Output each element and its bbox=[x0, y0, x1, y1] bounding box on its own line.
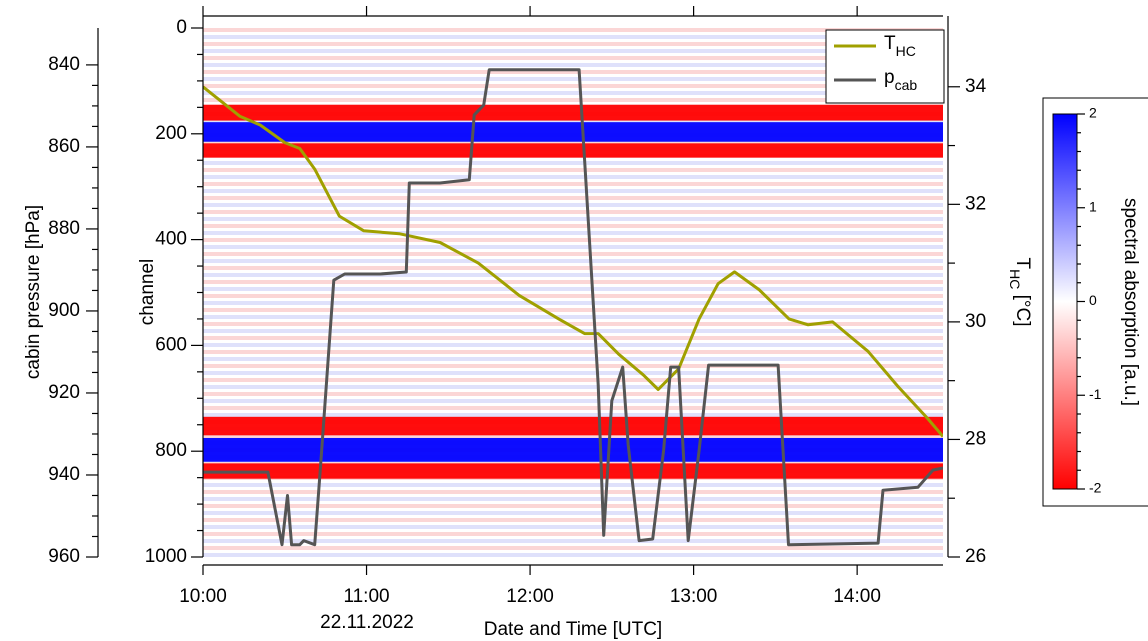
y2-tick-label: 32 bbox=[965, 193, 986, 214]
x-tick-label: 12:00 bbox=[506, 586, 554, 607]
y2-tick-label: 34 bbox=[965, 76, 987, 97]
colorbar-label: spectral absorption [a.u.] bbox=[1120, 198, 1141, 406]
y-tick-label: 840 bbox=[48, 54, 80, 75]
x-axis-label: Date and Time [UTC] bbox=[484, 619, 662, 640]
channel-tick-label: 1000 bbox=[145, 546, 187, 567]
colorbar-tick-label: -1 bbox=[1089, 386, 1102, 402]
colorbar-tick-label: 1 bbox=[1089, 198, 1097, 214]
series-line bbox=[203, 68, 943, 547]
y-tick-label: 960 bbox=[48, 546, 80, 567]
y-tick-label: 860 bbox=[48, 136, 80, 157]
colorbar bbox=[1052, 113, 1078, 490]
y-axis-label: cabin pressure [hPa] bbox=[23, 205, 44, 379]
legend-name-sub: cab bbox=[895, 77, 918, 93]
x-tick-label: 11:00 bbox=[343, 586, 389, 607]
series-line bbox=[203, 85, 943, 438]
y-tick-label: 940 bbox=[48, 464, 80, 485]
heatmap-band bbox=[203, 416, 943, 436]
y-tick-label: 920 bbox=[48, 382, 80, 403]
channel-axis-label: channel bbox=[137, 259, 158, 326]
colorbar-tick-label: -2 bbox=[1089, 480, 1102, 496]
legend-name-sub: HC bbox=[896, 43, 916, 59]
channel-tick-label: 400 bbox=[155, 229, 187, 250]
legend-name: T bbox=[884, 33, 896, 54]
y2-label-sub: HC bbox=[1007, 269, 1023, 289]
legend-name: p bbox=[884, 67, 895, 88]
heatmap-band bbox=[203, 104, 943, 121]
heatmap-band bbox=[203, 437, 943, 462]
channel-tick-label: 600 bbox=[155, 334, 187, 355]
x-tick-label: 10:00 bbox=[179, 586, 227, 607]
y2-tick-label: 26 bbox=[965, 546, 986, 567]
colorbar-tick-label: 0 bbox=[1089, 292, 1097, 308]
y-tick-label: 900 bbox=[48, 300, 80, 321]
legend-label: pcab bbox=[884, 67, 917, 93]
x-tick-label: 14:00 bbox=[833, 586, 881, 607]
colorbar-tick-label: 2 bbox=[1089, 105, 1097, 121]
y2-label-unit: [°C] bbox=[1012, 289, 1033, 326]
heatmap-band bbox=[203, 122, 943, 142]
y2-axis-label: THC [°C] bbox=[1007, 258, 1033, 327]
date-label: 22.11.2022 bbox=[320, 612, 414, 633]
channel-tick-label: 800 bbox=[155, 440, 187, 461]
y-tick-label: 880 bbox=[48, 218, 80, 239]
y2-tick-label: 30 bbox=[965, 311, 986, 332]
legend-label: THC bbox=[884, 33, 916, 59]
channel-tick-label: 0 bbox=[176, 17, 187, 38]
x-tick-label: 13:00 bbox=[670, 586, 718, 607]
channel-tick-label: 200 bbox=[155, 123, 187, 144]
heatmap-band bbox=[203, 463, 943, 479]
legend bbox=[825, 29, 945, 104]
y2-tick-label: 28 bbox=[965, 428, 986, 449]
heatmap-band bbox=[203, 143, 943, 158]
y2-label-main: T bbox=[1012, 258, 1033, 270]
